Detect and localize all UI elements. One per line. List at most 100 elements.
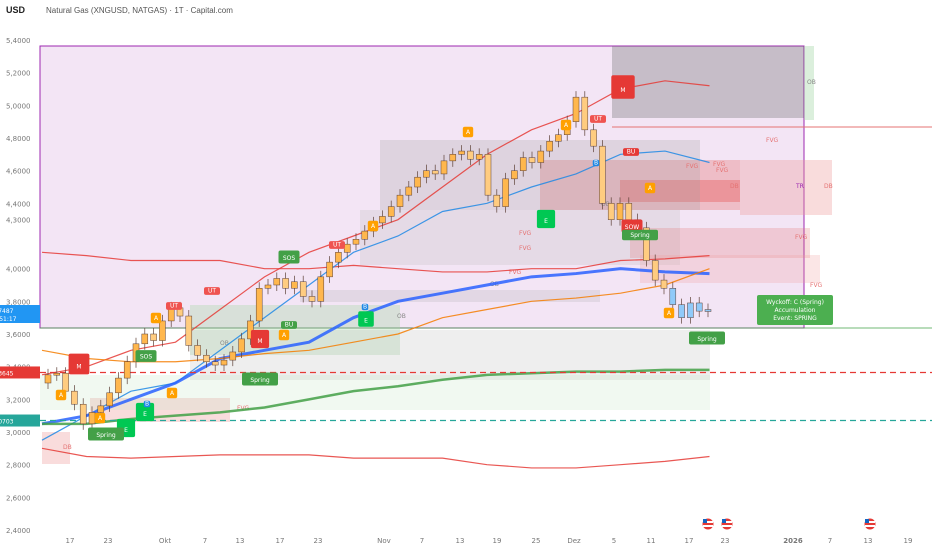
marker-box — [250, 329, 270, 349]
spring-marker: Spring — [689, 331, 725, 345]
zone-box — [630, 228, 810, 258]
candle-body — [607, 203, 615, 220]
signal-marker-a: A — [166, 387, 178, 399]
us-flag-icon — [864, 518, 876, 530]
symbol-title: Natural Gas (XNGUSD, NATGAS) · 1T · Capi… — [46, 6, 233, 15]
candle-body — [599, 145, 606, 204]
flag-stripe — [722, 525, 732, 527]
marker-box — [68, 353, 90, 375]
y-tick-label: 5,2000 — [6, 70, 31, 78]
marker-box — [358, 311, 374, 327]
candle-body — [326, 261, 333, 278]
candle — [185, 310, 193, 352]
x-tick-label: 7 — [420, 537, 424, 545]
marker-label: A — [564, 122, 569, 129]
candle-body — [405, 186, 413, 196]
candle-body — [273, 278, 281, 286]
candle-body — [546, 141, 553, 152]
last-price-label: 3,748710:51:17 — [0, 305, 40, 323]
marker-label: E — [544, 218, 548, 225]
candle-body — [414, 176, 421, 188]
marker-label: M — [76, 363, 81, 370]
marker-label: BU — [285, 322, 294, 329]
candle — [291, 275, 298, 295]
signal-marker-a: A — [55, 389, 67, 401]
flag-stripe — [865, 521, 875, 523]
candle-body — [555, 134, 562, 142]
candle — [361, 225, 369, 246]
y-tick-label: 4,3000 — [6, 217, 31, 225]
candle — [546, 135, 553, 158]
y-tick-label: 3,2000 — [6, 396, 31, 404]
signal-marker-a: A — [644, 182, 656, 194]
y-tick-label: 3,0000 — [6, 429, 31, 437]
x-tick-label: 17 — [276, 537, 285, 545]
candle-body — [695, 302, 703, 312]
marker-label: Spring — [96, 432, 116, 439]
candle-body — [475, 154, 483, 160]
zone-label: FVG — [686, 163, 699, 170]
candle — [590, 123, 597, 153]
x-tick-label: Nov — [377, 537, 391, 545]
marker-box — [367, 220, 379, 232]
x-tick-label: 7 — [203, 537, 207, 545]
signal-marker-bu: BU — [281, 321, 297, 329]
candle — [405, 181, 413, 202]
candle — [493, 189, 501, 213]
candle-body — [343, 243, 351, 253]
last-price-value: 3,7487 — [0, 308, 14, 315]
flag-stripe — [703, 521, 713, 523]
spring-marker: Spring — [88, 427, 124, 441]
candle-body — [669, 288, 677, 305]
zone-label: OB — [397, 313, 406, 320]
candle — [599, 140, 606, 210]
candle-body — [264, 284, 272, 289]
x-tick-label: 25 — [532, 537, 541, 545]
candle — [687, 296, 694, 324]
zone-box — [740, 160, 832, 215]
x-tick-label: Okt — [159, 537, 172, 545]
signal-marker-a: A — [150, 312, 162, 324]
signal-marker-a: A — [663, 307, 675, 319]
candle-body — [255, 288, 263, 322]
candle — [440, 154, 448, 180]
zone-label: FVG — [795, 234, 808, 241]
signal-marker-e: E — [358, 311, 374, 327]
candle — [528, 151, 536, 169]
flag-canton — [722, 519, 726, 523]
zone-label: FVG — [766, 137, 779, 144]
marker-label: E — [143, 411, 147, 418]
marker-box — [622, 229, 658, 241]
marker-label: M — [620, 87, 625, 94]
zone-label: DB — [730, 183, 739, 190]
signal-marker-a: A — [367, 220, 379, 232]
candle — [335, 246, 342, 269]
candle — [273, 272, 281, 291]
candle — [572, 91, 580, 128]
flag-stripe — [865, 525, 875, 527]
candle — [53, 367, 61, 381]
candle-body — [449, 154, 457, 162]
marker-box — [329, 241, 345, 249]
candle-body — [203, 354, 210, 363]
marker-label: SOW — [625, 224, 640, 231]
candle — [449, 148, 457, 167]
moving-average-line — [41, 251, 710, 273]
marker-label: Spring — [630, 232, 650, 239]
signal-marker-e: E — [536, 209, 556, 229]
candle-body — [643, 227, 650, 261]
signal-marker-bu: BU — [623, 148, 639, 156]
last-price-bg — [0, 305, 40, 323]
candle — [229, 345, 237, 367]
wyckoff-line: Wyckoff: C (Spring) — [766, 299, 824, 306]
candle-body — [106, 392, 113, 407]
candle-body — [299, 281, 307, 297]
x-tick-label: 19 — [904, 537, 913, 545]
marker-box — [663, 307, 675, 319]
flag-canton — [865, 519, 869, 523]
candle-body — [431, 170, 439, 175]
candle-body — [387, 206, 395, 217]
marker-label: M — [257, 338, 262, 345]
